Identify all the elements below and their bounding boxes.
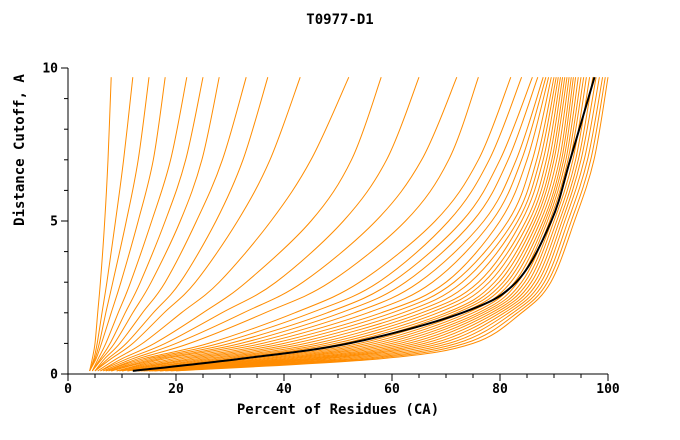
- model-curve: [111, 77, 539, 372]
- x-tick-label: 20: [168, 382, 184, 397]
- model-curve: [91, 77, 204, 372]
- model-curve: [94, 77, 301, 372]
- model-curve: [97, 76, 350, 372]
- model-curve: [105, 77, 479, 372]
- model-curve: [121, 77, 555, 372]
- x-tick-label: 0: [64, 382, 72, 397]
- model-curve: [116, 77, 544, 372]
- x-tick-label: 40: [276, 382, 292, 397]
- model-curve: [119, 77, 550, 372]
- x-tick-label: 60: [384, 382, 400, 397]
- model-curve: [159, 77, 597, 372]
- model-curve: [127, 77, 557, 372]
- model-curve: [102, 77, 458, 372]
- model-curve: [111, 77, 533, 372]
- model-curve: [89, 77, 112, 372]
- model-curve: [89, 77, 166, 372]
- model-curve: [100, 77, 382, 372]
- model-curve: [170, 77, 606, 372]
- model-curve: [100, 77, 420, 372]
- model-curve: [165, 77, 604, 372]
- model-curve: [105, 77, 512, 372]
- y-tick-label: 5: [50, 215, 58, 230]
- plot-title: T0977-D1: [306, 12, 374, 28]
- y-tick-label: 10: [42, 62, 58, 77]
- model-curve: [138, 77, 570, 372]
- model-curve: [108, 77, 523, 372]
- x-tick-label: 80: [492, 382, 508, 397]
- model-curve: [127, 77, 559, 372]
- model-curve: [116, 77, 547, 372]
- model-curve: [175, 77, 609, 372]
- model-curve: [121, 77, 552, 372]
- model-curve: [94, 77, 247, 372]
- model-curve: [132, 77, 564, 372]
- model-curve: [140, 77, 572, 372]
- y-axis-label: Distance Cutoff, A: [12, 74, 28, 226]
- model-curve: [154, 77, 591, 372]
- y-tick-label: 0: [50, 368, 58, 383]
- model-curve: [159, 77, 600, 372]
- model-curve: [91, 77, 188, 372]
- reference-curve: [132, 76, 596, 372]
- x-tick-label: 100: [596, 382, 620, 397]
- model-curve: [148, 77, 582, 372]
- model-curve: [151, 77, 587, 372]
- model-curve: [146, 77, 579, 372]
- model-curve: [89, 77, 150, 372]
- model-curve: [89, 77, 134, 372]
- model-curve: [154, 77, 594, 372]
- model-curve: [138, 77, 568, 372]
- model-curve: [143, 77, 577, 372]
- model-curve: [94, 77, 269, 372]
- model-curve: [132, 77, 561, 372]
- model-curve: [91, 77, 220, 372]
- x-axis-label: Percent of Residues (CA): [236, 402, 440, 418]
